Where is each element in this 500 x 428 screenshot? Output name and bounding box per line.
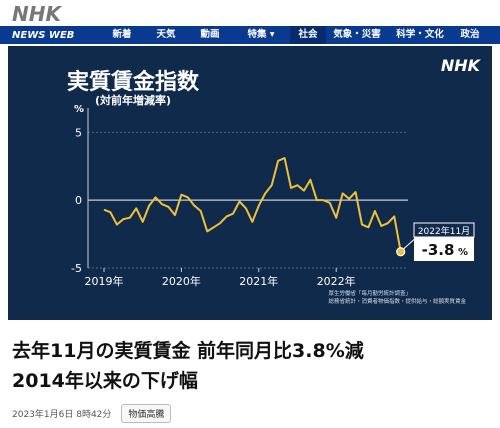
nhk-logo[interactable]: NHK (12, 2, 61, 26)
last-point-marker (396, 247, 406, 257)
article-meta: 2023年1月6日 8時42分 物価高騰 (12, 404, 172, 423)
x-tick-label: 2020年 (162, 274, 201, 288)
nav-item-science[interactable]: 科学・文化 (396, 29, 444, 40)
source-line-2: 総務省統計・消費者物価指数・提供給与・総額実質賃金 (328, 299, 466, 305)
nav-item-features[interactable]: 特集 ▾ (247, 29, 275, 40)
logo-bar: NHK (0, 0, 500, 26)
nav-item-disaster[interactable]: 気象・災害 (333, 29, 381, 40)
y-tick-label: 0 (75, 194, 82, 207)
y-tick-label: 5 (75, 126, 82, 139)
y-axis-unit: % (74, 104, 84, 115)
callout-value: -3.8 (422, 241, 455, 259)
nav-item-politics[interactable]: 政治 (460, 29, 480, 40)
x-tick-label: 2021年 (239, 274, 278, 288)
chart-subtitle: (対前年増減率) (94, 94, 172, 107)
chart-title: 実質賃金指数 (66, 70, 199, 95)
topic-tag[interactable]: 物価高騰 (121, 404, 172, 423)
series-line (103, 157, 402, 252)
nhk-watermark: NHK (440, 56, 480, 75)
nav-item-society[interactable]: 社会 (290, 26, 326, 44)
nav-bar: NEWS WEB 新着 天気 動画 特集 ▾ 社会 気象・災害 科学・文化 政治 (0, 26, 500, 44)
callout-value-box (414, 237, 474, 261)
x-tick-label: 2022年 (317, 274, 356, 288)
nav-item-video[interactable]: 動画 (200, 29, 220, 40)
source-line-1: 厚生労働省「毎月勤労統計調査」 (328, 291, 411, 297)
headline-line-1: 去年11月の実質賃金 前年同月比3.8%減 (12, 340, 364, 362)
publish-date: 2023年1月6日 8時42分 (12, 410, 112, 420)
news-web-brand[interactable]: NEWS WEB (12, 29, 75, 41)
callout-unit: % (458, 247, 468, 258)
nav-item-new[interactable]: 新着 (112, 29, 132, 40)
chart-figure: 実質賃金指数 (対前年増減率) NHK % 5 0 -5 2019年 2020年 2021年… (8, 46, 492, 320)
headline-line-2: 2014年以来の下げ幅 (12, 370, 198, 392)
source-note: 厚生労働省「毎月勤労統計調査」 総務省統計・消費者物価指数・提供給与・総額実質賃… (328, 290, 466, 306)
nav-items: 新着 天気 動画 特集 ▾ 社会 気象・災害 科学・文化 政治 (100, 26, 488, 44)
nav-item-weather[interactable]: 天気 (156, 29, 176, 40)
x-tick-label: 2019年 (85, 274, 124, 288)
callout-date-label: 2022年11月 (418, 225, 470, 237)
y-tick-label: -5 (71, 262, 82, 275)
article-headline: 去年11月の実質賃金 前年同月比3.8%減 2014年以来の下げ幅 (12, 336, 490, 396)
